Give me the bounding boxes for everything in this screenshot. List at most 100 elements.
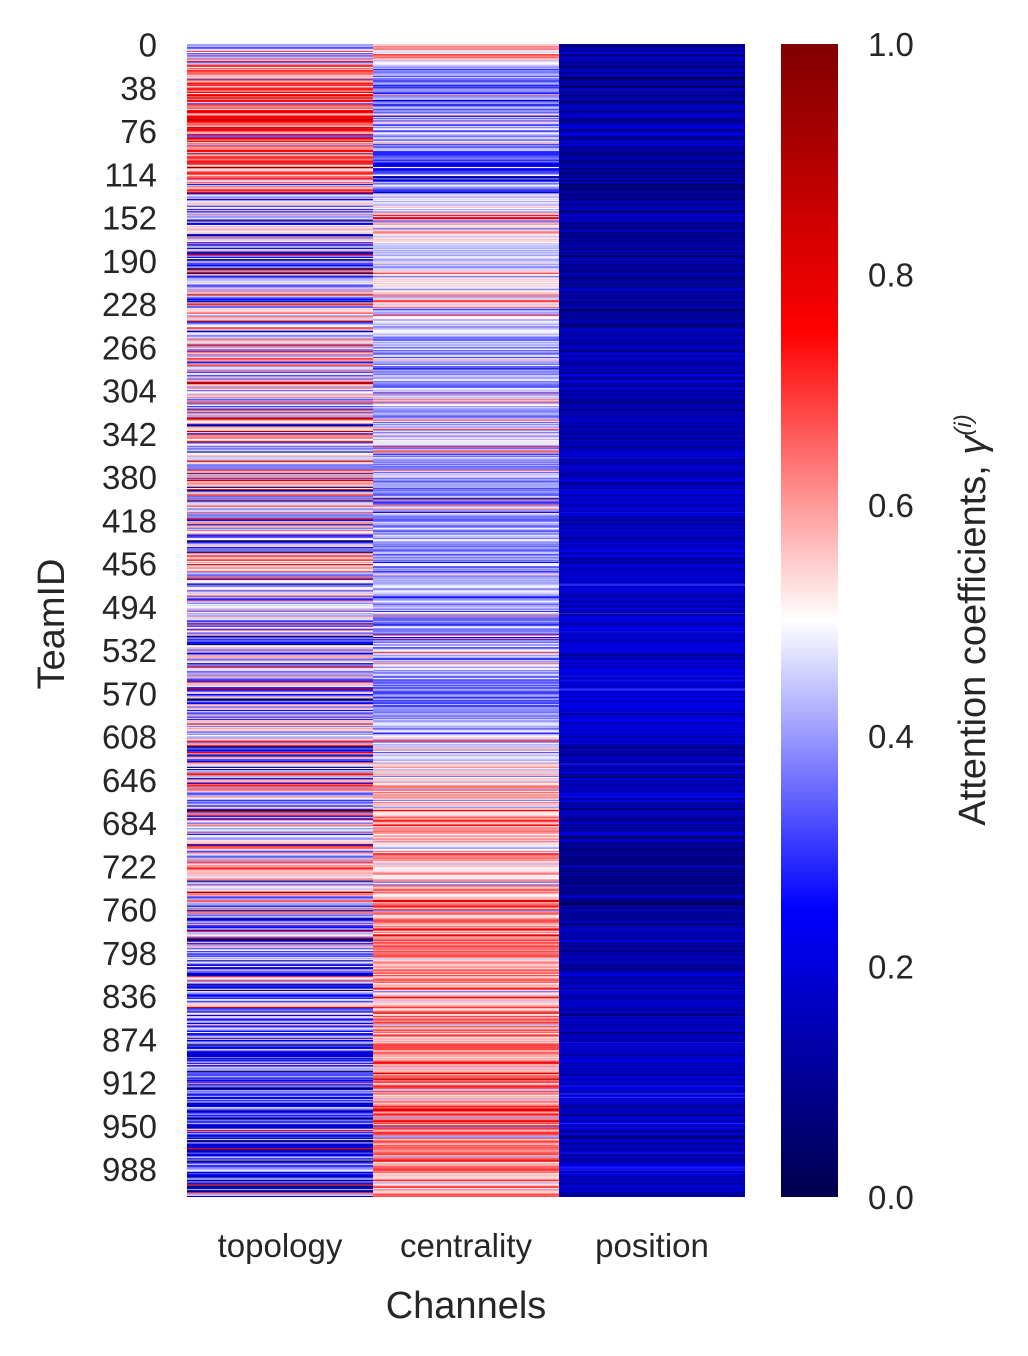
heatmap-cell: [559, 697, 745, 699]
heatmap-cell: [187, 327, 374, 329]
heatmap-cell: [559, 1034, 745, 1036]
heatmap-cell: [559, 756, 745, 759]
heatmap-cell: [559, 469, 745, 472]
heatmap-cell: [559, 98, 745, 101]
heatmap-cell: [559, 337, 745, 340]
heatmap-cell: [373, 608, 560, 611]
heatmap-cell: [373, 577, 560, 580]
heatmap-cell: [559, 260, 745, 262]
heatmap-cell: [559, 1044, 745, 1046]
heatmap-cell: [373, 574, 560, 576]
heatmap-cell: [559, 684, 745, 687]
heatmap-cell: [559, 723, 745, 725]
heatmap-cell: [373, 943, 560, 945]
heatmap-cell: [373, 558, 560, 560]
heatmap-cell: [559, 1006, 745, 1009]
heatmap-cell: [187, 1138, 374, 1141]
heatmap-cell: [373, 610, 560, 613]
heatmap-cell: [559, 386, 745, 389]
heatmap-cell: [373, 177, 560, 179]
heatmap-cell: [187, 292, 374, 294]
heatmap-cell: [559, 128, 745, 130]
heatmap-cell: [373, 211, 560, 213]
heatmap-cell: [187, 970, 374, 972]
heatmap-cell: [373, 545, 560, 548]
heatmap-cell: [559, 1074, 745, 1076]
heatmap-cell: [187, 1142, 374, 1144]
heatmap-cell: [187, 214, 374, 217]
heatmap-cell: [187, 998, 374, 1001]
heatmap-cell: [559, 77, 745, 79]
heatmap-cell: [559, 122, 745, 125]
heatmap-cell: [373, 808, 560, 811]
heatmap-cell: [187, 451, 374, 453]
heatmap-cell: [373, 1027, 560, 1029]
heatmap-cell: [559, 275, 745, 277]
heatmap-cell: [559, 965, 745, 968]
heatmap-cell: [373, 1184, 560, 1186]
heatmap-cell: [559, 879, 745, 881]
heatmap-cell: [187, 345, 374, 348]
heatmap-cell: [559, 816, 745, 819]
heatmap-cell: [187, 278, 374, 280]
heatmap-cell: [559, 745, 745, 747]
heatmap-cell: [559, 1168, 745, 1171]
heatmap-cell: [559, 199, 745, 202]
heatmap-cell: [559, 847, 745, 850]
heatmap-cell: [559, 1186, 745, 1189]
heatmap-cell: [559, 1148, 745, 1150]
heatmap-cell: [559, 366, 745, 368]
heatmap-cell: [373, 823, 560, 826]
heatmap-cell: [187, 50, 374, 53]
heatmap-cell: [187, 176, 374, 178]
heatmap-cell: [559, 228, 745, 230]
heatmap-cell: [559, 353, 745, 356]
heatmap-cell: [559, 1190, 745, 1192]
heatmap-cell: [559, 325, 745, 327]
heatmap-cell: [559, 568, 745, 571]
heatmap-cell: [187, 1001, 374, 1003]
heatmap-cell: [559, 1029, 745, 1032]
heatmap-cell: [559, 1033, 745, 1035]
heatmap-cell: [187, 310, 374, 312]
heatmap-cell: [187, 674, 374, 677]
heatmap-cell: [373, 913, 560, 916]
heatmap-cell: [187, 693, 374, 696]
heatmap-cell: [373, 322, 560, 325]
colorbar-label-symbol: γ: [952, 434, 994, 455]
heatmap-cell: [373, 679, 560, 681]
heatmap-cell: [373, 1054, 560, 1057]
heatmap-cell: [187, 137, 374, 139]
heatmap-cell: [187, 107, 374, 110]
heatmap-cell: [559, 886, 745, 888]
heatmap-cell: [187, 410, 374, 412]
heatmap-cell: [187, 171, 374, 173]
heatmap-cell: [559, 212, 745, 214]
heatmap-cell: [373, 685, 560, 688]
heatmap-cell: [187, 1041, 374, 1043]
heatmap-cell: [373, 738, 560, 740]
heatmap-cell: [559, 470, 745, 473]
heatmap-cell: [373, 618, 560, 621]
heatmap-cell: [559, 190, 745, 193]
heatmap-cell: [559, 271, 745, 274]
heatmap-cell: [559, 191, 745, 194]
heatmap-cell: [559, 1080, 745, 1083]
heatmap-cell: [373, 528, 560, 531]
heatmap-cell: [559, 1101, 745, 1103]
heatmap-cell: [559, 113, 745, 115]
heatmap-cell: [559, 699, 745, 702]
heatmap-cell: [559, 319, 745, 321]
heatmap-cell: [187, 789, 374, 792]
heatmap-cell: [373, 371, 560, 374]
heatmap-cell: [559, 668, 745, 671]
heatmap-cell: [373, 197, 560, 200]
heatmap-cell: [373, 762, 560, 764]
heatmap-cell: [373, 796, 560, 798]
heatmap-cell: [187, 986, 374, 988]
heatmap-cell: [373, 150, 560, 153]
heatmap-cell: [559, 119, 745, 121]
heatmap-cell: [373, 921, 560, 924]
heatmap-cell: [373, 919, 560, 921]
heatmap-cell: [373, 323, 560, 326]
